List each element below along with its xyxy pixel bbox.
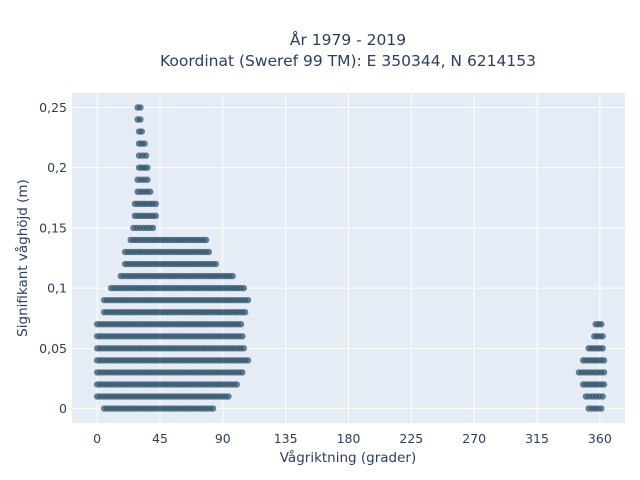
- data-point: [239, 333, 246, 340]
- y-axis-label: Signifikant våghöjd (m): [14, 179, 31, 337]
- data-point: [240, 284, 247, 292]
- data-point: [225, 393, 232, 400]
- data-point: [600, 369, 608, 376]
- data-point: [212, 260, 220, 268]
- data-point: [141, 140, 148, 147]
- data-point: [152, 212, 159, 220]
- data-point: [147, 188, 154, 195]
- data-point: [599, 333, 606, 340]
- data-point: [144, 176, 151, 183]
- data-point: [202, 236, 210, 244]
- x-tick-label: 180: [337, 431, 361, 446]
- x-tick-label: 45: [152, 431, 168, 446]
- data-point: [240, 345, 247, 352]
- data-point: [239, 369, 246, 376]
- data-point: [599, 393, 606, 400]
- y-tick-label: 0,15: [39, 220, 67, 235]
- data-point: [598, 405, 605, 412]
- x-tick-label: 315: [525, 431, 549, 446]
- x-axis-label: Vågriktning (grader): [280, 449, 417, 466]
- data-point: [244, 357, 252, 364]
- y-tick-label: 0,25: [39, 100, 67, 115]
- data-point: [137, 104, 144, 111]
- data-point: [244, 296, 252, 304]
- data-point: [600, 357, 608, 364]
- data-point: [205, 248, 213, 256]
- data-point: [600, 381, 608, 388]
- x-tick-label: 270: [462, 431, 486, 446]
- data-point: [237, 321, 245, 328]
- gridlines: [72, 93, 625, 423]
- data-point: [149, 224, 157, 232]
- data-point: [229, 272, 236, 280]
- y-tick-label: 0,05: [39, 341, 67, 356]
- data-point: [152, 200, 159, 208]
- x-tick-label: 0: [93, 431, 101, 446]
- y-axis-ticks: 0 0,05 0,1 0,15 0,2 0,25: [39, 100, 67, 416]
- data-points: [93, 104, 608, 412]
- x-tick-label: 135: [274, 431, 298, 446]
- y-tick-label: 0,1: [47, 281, 67, 296]
- x-axis-ticks: 0 45 90 135 180 225 270 315 360: [93, 431, 612, 446]
- data-point: [142, 152, 150, 159]
- chart-title-line2: Koordinat (Sweref 99 TM): E 350344, N 62…: [160, 52, 536, 70]
- y-tick-label: 0: [59, 401, 67, 416]
- chart-title-line1: År 1979 - 2019: [290, 30, 406, 49]
- x-tick-label: 225: [399, 431, 423, 446]
- data-point: [598, 321, 605, 328]
- x-tick-label: 90: [215, 431, 231, 446]
- x-tick-label: 360: [588, 431, 612, 446]
- data-point: [144, 164, 151, 171]
- data-point: [233, 381, 240, 388]
- data-point: [241, 308, 249, 316]
- y-tick-label: 0,2: [47, 160, 67, 175]
- data-point: [599, 345, 606, 352]
- data-point: [137, 116, 144, 123]
- data-point: [209, 405, 217, 412]
- data-point: [138, 128, 146, 135]
